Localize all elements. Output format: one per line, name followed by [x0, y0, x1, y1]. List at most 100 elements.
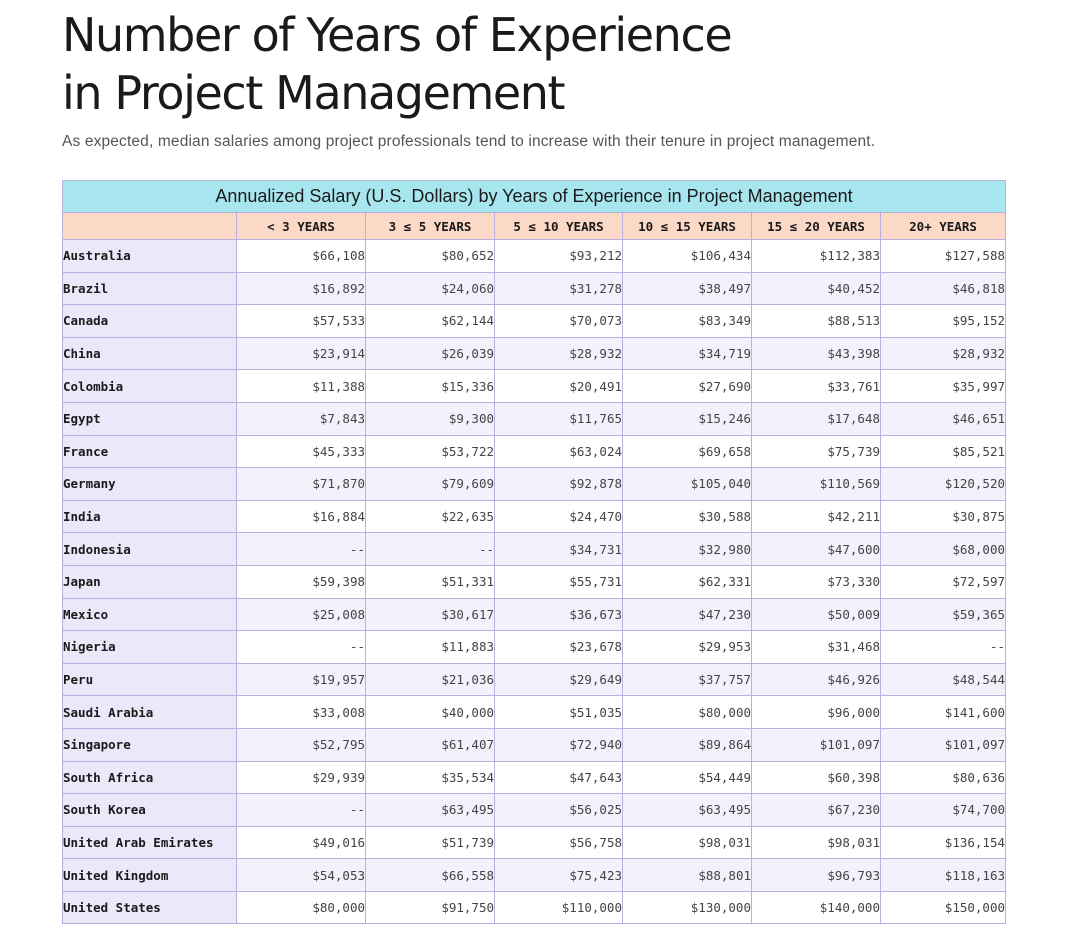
salary-cell: $29,939 [236, 760, 366, 795]
salary-cell: $11,883 [365, 630, 495, 664]
salary-cell: $56,025 [494, 793, 623, 827]
salary-cell: $27,690 [622, 369, 752, 403]
salary-cell: $30,617 [365, 597, 495, 632]
salary-cell: $51,035 [494, 695, 623, 729]
country-cell: Egypt [62, 401, 237, 436]
salary-cell: $51,739 [365, 825, 495, 860]
table-row: Nigeria -- $11,883 $23,678 $29,953 $31,468 -- [62, 630, 1007, 664]
salary-cell: $80,000 [236, 890, 366, 925]
salary-cell: $55,731 [494, 564, 623, 599]
salary-cell: $50,009 [751, 597, 881, 632]
salary-cell: $37,757 [622, 662, 752, 697]
salary-cell: -- [236, 793, 366, 827]
salary-cell: $28,932 [494, 336, 623, 371]
country-cell: China [62, 336, 237, 371]
salary-cell: $56,758 [494, 825, 623, 860]
table-row: China $23,914 $26,039 $28,932 $34,719 $43,398… [62, 336, 1007, 371]
salary-cell: $57,533 [236, 304, 366, 338]
salary-cell: $118,163 [879, 858, 1007, 892]
salary-cell: $59,365 [879, 597, 1007, 632]
salary-cell: $60,398 [751, 760, 881, 795]
column-header: 3 ≤ 5 YEARS [365, 212, 495, 240]
salary-cell: $63,495 [622, 793, 752, 827]
salary-cell: $98,031 [622, 825, 752, 860]
salary-cell: $63,024 [494, 434, 623, 469]
salary-cell: $75,739 [751, 434, 881, 469]
salary-cell: $83,349 [622, 304, 752, 338]
salary-cell: $23,678 [494, 630, 623, 664]
country-cell: United Arab Emirates [62, 825, 237, 860]
salary-cell: $9,300 [365, 401, 495, 436]
salary-cell: $38,497 [622, 271, 752, 306]
table-row: Germany $71,870 $79,609 $92,878 $105,040 $110… [62, 467, 1007, 501]
column-header: 10 ≤ 15 YEARS [622, 212, 752, 240]
salary-cell: $120,520 [879, 467, 1007, 501]
salary-cell: $110,000 [494, 890, 623, 925]
salary-table-container: Annualized Salary (U.S. Dollars) by Year… [61, 180, 1007, 925]
salary-cell: $33,008 [236, 695, 366, 729]
salary-cell: $71,870 [236, 467, 366, 501]
salary-cell: $52,795 [236, 727, 366, 762]
salary-cell: $29,953 [622, 630, 752, 664]
table-row: Singapore $52,795 $61,407 $72,940 $89,864 $10… [62, 727, 1007, 762]
salary-cell: $95,152 [879, 304, 1007, 338]
salary-cell: $59,398 [236, 564, 366, 599]
salary-cell: $15,336 [365, 369, 495, 403]
salary-table: Annualized Salary (U.S. Dollars) by Year… [61, 180, 1007, 925]
salary-cell: $46,926 [751, 662, 881, 697]
table-row: United States $80,000 $91,750 $110,000 $130,… [62, 890, 1007, 925]
salary-cell: $110,569 [751, 467, 881, 501]
page-subtitle: As expected, median salaries among proje… [62, 133, 876, 150]
salary-cell: $11,388 [236, 369, 366, 403]
table-row: Saudi Arabia $33,008 $40,000 $51,035 $80,000… [62, 695, 1007, 729]
salary-cell: $69,658 [622, 434, 752, 469]
page-title-line-2: in Project Management [62, 66, 566, 120]
column-header: < 3 YEARS [236, 212, 366, 240]
salary-cell: $89,864 [622, 727, 752, 762]
salary-cell: $46,818 [879, 271, 1007, 306]
salary-cell: $74,700 [879, 793, 1007, 827]
salary-cell: $88,513 [751, 304, 881, 338]
country-cell: United Kingdom [62, 858, 237, 892]
salary-cell: $47,643 [494, 760, 623, 795]
country-cell: Singapore [62, 727, 237, 762]
salary-cell: $73,330 [751, 564, 881, 599]
salary-cell: $79,609 [365, 467, 495, 501]
table-row: Canada $57,533 $62,144 $70,073 $83,349 $88,51… [62, 304, 1007, 338]
table-row: South Korea -- $63,495 $56,025 $63,495 $67,23… [62, 793, 1007, 827]
salary-cell: $96,793 [751, 858, 881, 892]
country-cell: Germany [62, 467, 237, 501]
salary-cell: $15,246 [622, 401, 752, 436]
salary-cell: $101,097 [879, 727, 1007, 762]
salary-cell: $51,331 [365, 564, 495, 599]
salary-cell: $28,932 [879, 336, 1007, 371]
salary-cell: $20,491 [494, 369, 623, 403]
salary-cell: $30,875 [879, 499, 1007, 534]
table-row: Peru $19,957 $21,036 $29,649 $37,757 $46,926 $… [62, 662, 1007, 697]
country-cell: Nigeria [62, 630, 237, 664]
salary-cell: $75,423 [494, 858, 623, 892]
salary-cell: $16,884 [236, 499, 366, 534]
salary-cell: -- [365, 532, 495, 566]
salary-cell: $34,719 [622, 336, 752, 371]
table-row: Indonesia -- -- $34,731 $32,980 $47,600 $68,00… [62, 532, 1007, 566]
salary-cell: $91,750 [365, 890, 495, 925]
salary-cell: $33,761 [751, 369, 881, 403]
salary-cell: $29,649 [494, 662, 623, 697]
salary-cell: $25,008 [236, 597, 366, 632]
salary-cell: $54,449 [622, 760, 752, 795]
column-header-row: < 3 YEARS 3 ≤ 5 YEARS 5 ≤ 10 YEARS 10 ≤ 15 … [62, 212, 1007, 240]
salary-cell: $72,940 [494, 727, 623, 762]
column-header: 5 ≤ 10 YEARS [494, 212, 623, 240]
table-row: Japan $59,398 $51,331 $55,731 $62,331 $73,330… [62, 564, 1007, 599]
salary-cell: $24,470 [494, 499, 623, 534]
salary-cell: $47,230 [622, 597, 752, 632]
salary-cell: $22,635 [365, 499, 495, 534]
country-cell: Indonesia [62, 532, 237, 566]
table-row: India $16,884 $22,635 $24,470 $30,588 $42,211… [62, 499, 1007, 534]
column-header-country [62, 212, 237, 240]
salary-cell: $136,154 [879, 825, 1007, 860]
table-row: Australia $66,108 $80,652 $93,212 $106,434 $1… [62, 239, 1007, 273]
salary-cell: $62,144 [365, 304, 495, 338]
table-row: United Kingdom $54,053 $66,558 $75,423 $88,8… [62, 858, 1007, 892]
